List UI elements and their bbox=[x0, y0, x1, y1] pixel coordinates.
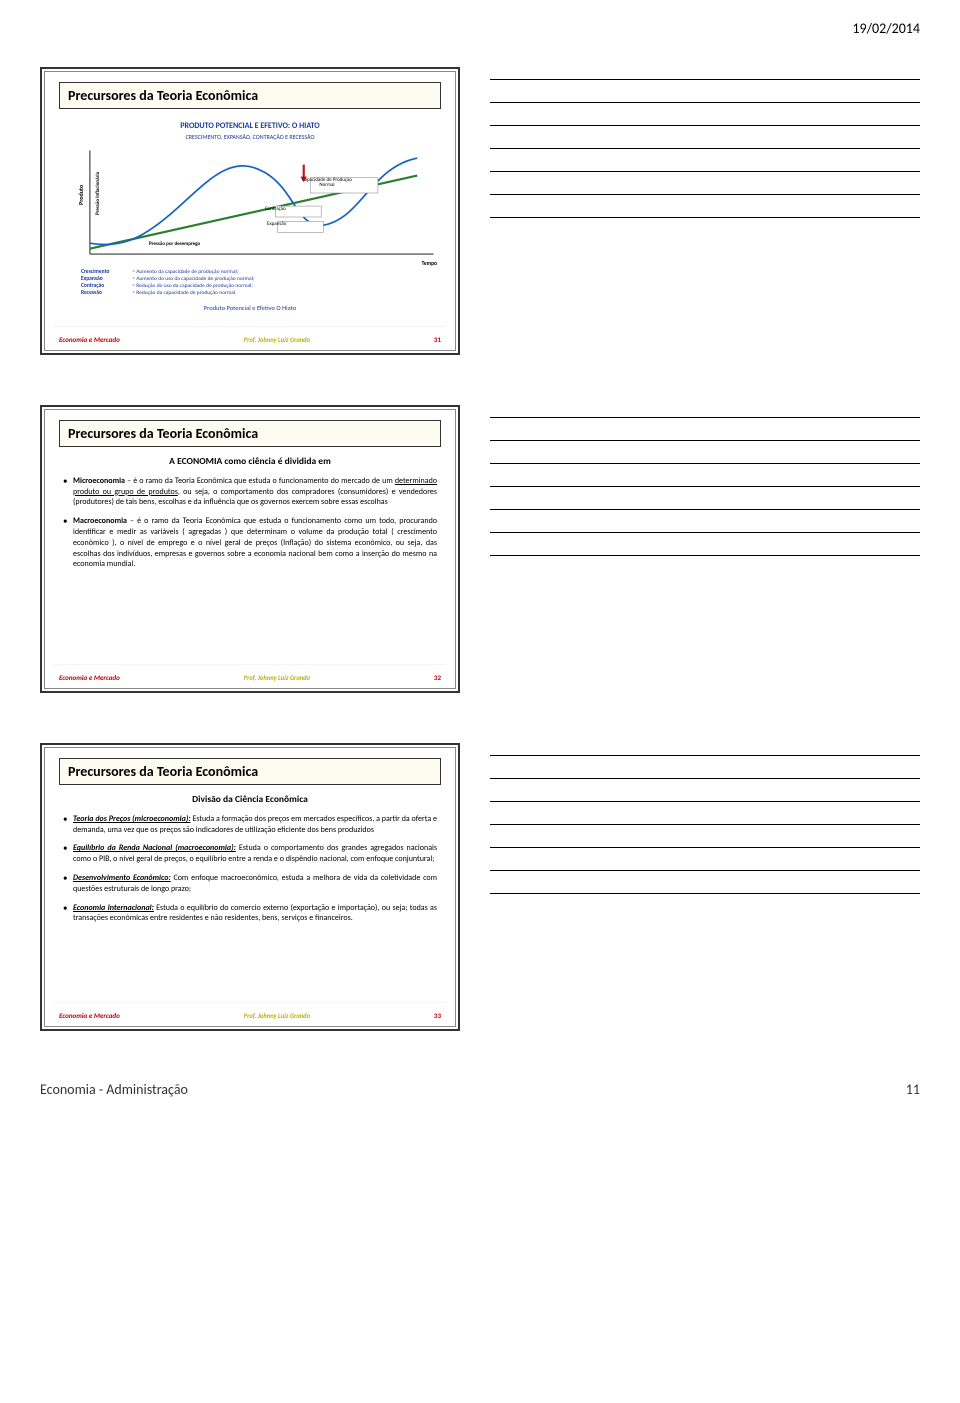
notes-line bbox=[490, 778, 920, 779]
page-date: 19/02/2014 bbox=[40, 20, 920, 37]
notes-line bbox=[490, 440, 920, 441]
slide-2-footer-left: Economia e Mercado bbox=[59, 673, 120, 682]
slide-1-title: Precursores da Teoria Econômica bbox=[59, 82, 441, 109]
chart-subtitle: CRESCIMENTO, EXPANSÃO, CONTRAÇÃO E RECES… bbox=[61, 133, 439, 141]
slide-2-heading: A ECONOMIA como ciência é dividida em bbox=[63, 455, 437, 468]
slide-3-footer-num: 33 bbox=[434, 1011, 441, 1020]
slide-1-footer-num: 31 bbox=[434, 335, 441, 344]
notes-line bbox=[490, 194, 920, 195]
notes-line bbox=[490, 801, 920, 802]
slide-1: Precursores da Teoria Econômica PRODUTO … bbox=[40, 67, 460, 355]
notes-line bbox=[490, 555, 920, 556]
chart-caption: Produto Potencial e Efetivo O Hiato bbox=[61, 304, 439, 312]
chart-label-expansao: Expansão bbox=[267, 222, 286, 227]
slide-3-title: Precursores da Teoria Econômica bbox=[59, 758, 441, 785]
notes-line bbox=[490, 870, 920, 871]
slide-3-footer-left: Economia e Mercado bbox=[59, 1011, 120, 1020]
notes-lines-1 bbox=[490, 67, 920, 218]
notes-line bbox=[490, 125, 920, 126]
slide-1-footer-center: Prof. Johnny Luiz Grando bbox=[244, 336, 310, 344]
chart-svg bbox=[79, 145, 439, 265]
notes-line bbox=[490, 417, 920, 418]
slide-row-2: Precursores da Teoria Econômica A ECONOM… bbox=[40, 405, 920, 693]
notes-line bbox=[490, 509, 920, 510]
slide-3-body: Divisão da Ciência Econômica Teoria dos … bbox=[55, 793, 445, 1002]
notes-line bbox=[490, 755, 920, 756]
slide-3-item: Desenvolvimento Econômico: Com enfoque m… bbox=[63, 873, 437, 895]
notes-line bbox=[490, 463, 920, 464]
actual-line bbox=[90, 158, 417, 244]
chart-label-desemprego: Pressão por desemprego bbox=[149, 241, 200, 247]
chart-sub-ylabel: Pressão Inflacionária bbox=[95, 172, 101, 215]
notes-line bbox=[490, 532, 920, 533]
notes-lines-3 bbox=[490, 743, 920, 894]
chart-label-capacity: Capacidade de Produção Normal bbox=[297, 178, 357, 188]
slide-row-1: Precursores da Teoria Econômica PRODUTO … bbox=[40, 67, 920, 355]
slide-2-footer-num: 32 bbox=[434, 673, 441, 682]
slide-3-item: Teoria dos Preços (microeconomia): Estud… bbox=[63, 814, 437, 836]
slide-2-footer-center: Prof. Johnny Luiz Grando bbox=[244, 674, 310, 682]
chart-hiato: PRODUTO POTENCIAL E EFETIVO: O HIATO CRE… bbox=[55, 117, 445, 326]
notes-line bbox=[490, 486, 920, 487]
notes-line bbox=[490, 79, 920, 80]
chart-xlabel: Tempo bbox=[422, 261, 437, 267]
notes-line bbox=[490, 148, 920, 149]
legend-row: Expansão = Aumento do uso da capacidade … bbox=[81, 276, 439, 283]
slide-2: Precursores da Teoria Econômica A ECONOM… bbox=[40, 405, 460, 693]
slide-3-footer-center: Prof. Johnny Luiz Grando bbox=[244, 1012, 310, 1020]
chart-legend: Crescimento = Aumento da capacidade de p… bbox=[81, 269, 439, 298]
slide-3-item: Equilíbrio da Renda Nacional (macroecono… bbox=[63, 843, 437, 865]
chart-ylabel: Produto bbox=[77, 185, 85, 205]
notes-line bbox=[490, 824, 920, 825]
legend-row: Crescimento = Aumento da capacidade de p… bbox=[81, 269, 439, 276]
notes-line bbox=[490, 847, 920, 848]
notes-line bbox=[490, 102, 920, 103]
legend-row: Recessão = Redução da capacidade de prod… bbox=[81, 290, 439, 297]
slide-3: Precursores da Teoria Econômica Divisão … bbox=[40, 743, 460, 1031]
slide-2-title: Precursores da Teoria Econômica bbox=[59, 420, 441, 447]
page-footer-right: 11 bbox=[906, 1081, 920, 1098]
page-footer: Economia - Administração 11 bbox=[40, 1081, 920, 1098]
chart-label-contracao: Contração bbox=[265, 207, 286, 212]
notes-line bbox=[490, 217, 920, 218]
slide-2-micro: Microeconomia – é o ramo da Teoria Econô… bbox=[63, 476, 437, 508]
slide-3-heading: Divisão da Ciência Econômica bbox=[63, 793, 437, 806]
slide-1-footer-left: Economia e Mercado bbox=[59, 335, 120, 344]
page-footer-left: Economia - Administração bbox=[40, 1081, 188, 1098]
chart-title: PRODUTO POTENCIAL E EFETIVO: O HIATO bbox=[61, 121, 439, 131]
slide-2-macro: Macroeconomia – é o ramo da Teoria Econô… bbox=[63, 516, 437, 570]
slide-row-3: Precursores da Teoria Econômica Divisão … bbox=[40, 743, 920, 1031]
slide-2-body: A ECONOMIA como ciência é dividida em Mi… bbox=[55, 455, 445, 664]
notes-lines-2 bbox=[490, 405, 920, 556]
slide-3-item: Economia Internacional: Estuda o equilíb… bbox=[63, 903, 437, 925]
notes-line bbox=[490, 893, 920, 894]
legend-row: Contração = Redução do uso da capacidade… bbox=[81, 283, 439, 290]
notes-line bbox=[490, 171, 920, 172]
